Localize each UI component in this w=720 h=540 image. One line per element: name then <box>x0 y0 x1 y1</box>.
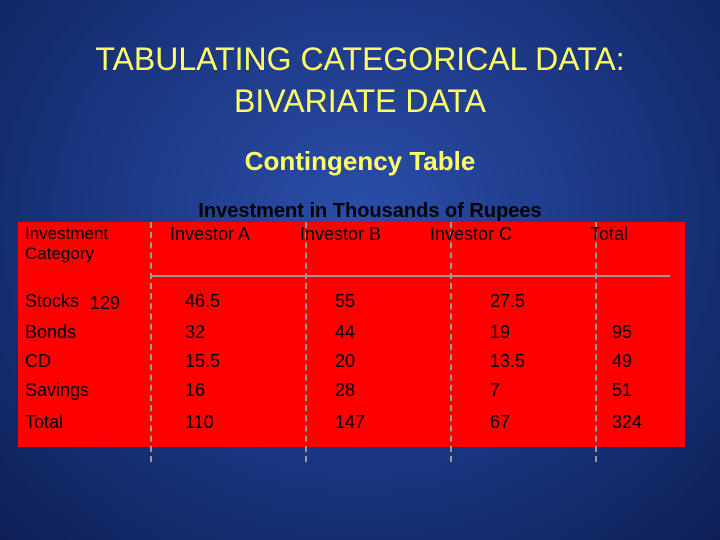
column-rule <box>595 222 597 462</box>
column-header: Investment Category <box>25 224 109 263</box>
column-header: Investor A <box>170 224 251 244</box>
row-label: Stocks <box>25 291 80 311</box>
cell-value: 44 <box>335 322 356 342</box>
row-label: CD <box>25 351 51 371</box>
column-rule <box>450 222 452 462</box>
row-label: Savings <box>25 380 90 400</box>
cell-value: 51 <box>612 380 633 400</box>
cell-value: 324 <box>612 412 643 432</box>
cell-value: 46.5 <box>185 291 221 311</box>
title-line: BIVARIATE DATA <box>234 83 486 119</box>
cell-value: 13.5 <box>490 351 526 371</box>
cell-value: 16 <box>185 380 206 400</box>
cell-value: 55 <box>335 291 356 311</box>
column-header: Investor C <box>430 224 513 244</box>
table-background <box>18 222 685 447</box>
column-rule <box>305 222 307 462</box>
cell-value: 28 <box>335 380 356 400</box>
subtitle: Contingency Table <box>244 146 476 176</box>
cell-value: 147 <box>335 412 366 432</box>
cell-value: 27.5 <box>490 291 526 311</box>
column-rule <box>150 222 152 462</box>
cell-value: 19 <box>490 322 511 342</box>
row-label: Bonds <box>25 322 77 342</box>
cell-value: 7 <box>490 380 501 400</box>
cell-value: 49 <box>612 351 633 371</box>
title: TABULATING CATEGORICAL DATA: BIVARIATE D… <box>0 38 720 122</box>
cell-value: 129 <box>90 293 121 313</box>
cell-value: 15.5 <box>185 351 221 371</box>
cell-value: 20 <box>335 351 356 371</box>
table-caption: Investment in Thousands of Rupees <box>198 200 542 222</box>
column-header: Investor B <box>300 224 382 244</box>
header-rule <box>150 275 670 277</box>
cell-value: 67 <box>490 412 511 432</box>
row-label: Total <box>25 412 64 432</box>
cell-value: 95 <box>612 322 633 342</box>
title-line: TABULATING CATEGORICAL DATA: <box>95 41 625 77</box>
cell-value: 110 <box>185 412 214 432</box>
column-header: Total <box>590 224 629 244</box>
cell-value: 32 <box>185 322 206 342</box>
